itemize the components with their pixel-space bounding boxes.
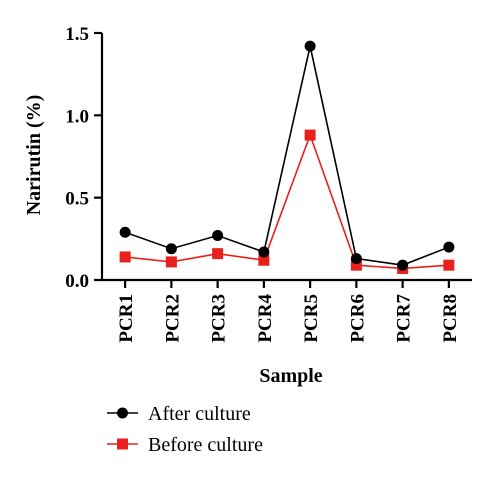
y-tick-label: 1.0 bbox=[65, 106, 89, 127]
data-point bbox=[165, 243, 177, 255]
tick-labels: 0.0 0.5 1.0 1.5 PCR1 PCR2 PCR3 PCR4 PCR5 PCR6 PCR7… bbox=[65, 24, 461, 343]
data-point bbox=[212, 230, 224, 242]
data-point bbox=[304, 129, 316, 141]
data-point bbox=[304, 40, 316, 52]
series-group bbox=[119, 40, 455, 274]
x-tick-label: PCR2 bbox=[162, 294, 183, 343]
legend: After culture Before culture bbox=[107, 403, 263, 456]
legend-label: After culture bbox=[148, 403, 251, 425]
x-tick-label: PCR6 bbox=[347, 294, 368, 343]
data-point bbox=[258, 254, 270, 266]
y-axis-title: Narirutin (%) bbox=[23, 95, 45, 216]
legend-marker bbox=[117, 438, 128, 450]
axes bbox=[94, 31, 472, 288]
y-tick-label: 1.5 bbox=[65, 24, 89, 45]
data-point bbox=[443, 241, 455, 253]
y-tick-label: 0.0 bbox=[65, 271, 89, 292]
y-tick-label: 0.5 bbox=[65, 189, 89, 210]
data-point bbox=[119, 251, 131, 263]
data-point bbox=[350, 259, 362, 271]
x-tick-label: PCR5 bbox=[301, 294, 322, 343]
x-axis-title: Sample bbox=[259, 365, 322, 387]
data-point bbox=[443, 259, 455, 271]
data-point bbox=[258, 246, 270, 258]
data-point bbox=[212, 248, 224, 260]
data-point bbox=[119, 226, 131, 238]
x-tick-label: PCR8 bbox=[440, 294, 461, 343]
x-tick-label: PCR7 bbox=[394, 294, 415, 343]
data-point bbox=[350, 253, 362, 265]
x-tick-label: PCR1 bbox=[116, 294, 137, 343]
x-tick-label: PCR4 bbox=[255, 294, 276, 343]
legend-label: Before culture bbox=[148, 434, 263, 456]
data-point bbox=[165, 256, 177, 268]
x-tick-label: PCR3 bbox=[209, 294, 230, 343]
series-line bbox=[124, 45, 450, 267]
data-point bbox=[397, 259, 409, 271]
series-line bbox=[125, 132, 449, 270]
legend-marker bbox=[117, 407, 128, 419]
